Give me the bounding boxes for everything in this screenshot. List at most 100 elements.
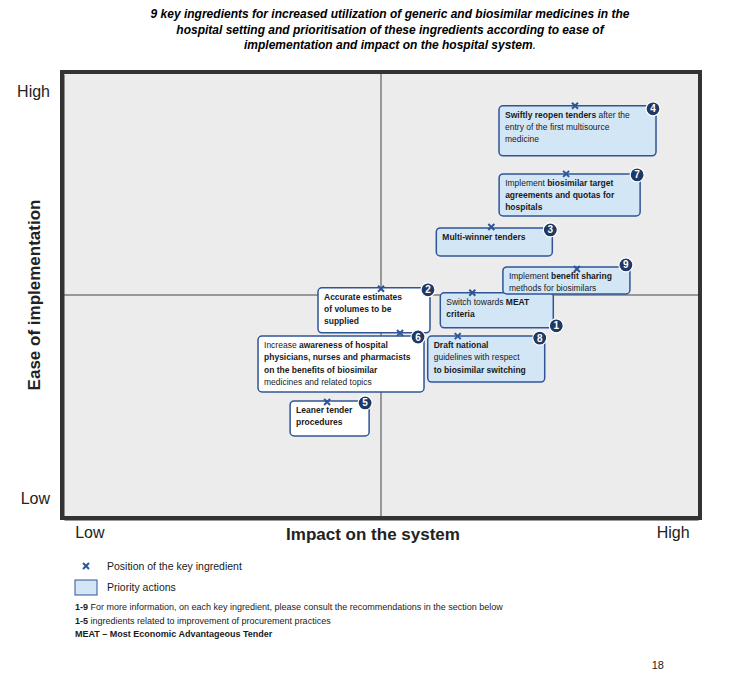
marker bbox=[572, 103, 578, 109]
label-text-part: Implement bbox=[509, 271, 551, 281]
label-text: criteria bbox=[446, 309, 475, 319]
number-label: 3 bbox=[548, 224, 554, 235]
label-text-part: Increase bbox=[264, 340, 299, 350]
number-label: 9 bbox=[623, 259, 629, 270]
plot-background bbox=[64, 74, 698, 516]
y-tick: High bbox=[17, 83, 62, 100]
y-tick: Low bbox=[21, 490, 62, 507]
label-box bbox=[436, 228, 552, 256]
label-text-part: criteria bbox=[446, 309, 475, 319]
markers bbox=[324, 103, 580, 405]
footnote: 1-9 For more information, on each key in… bbox=[75, 602, 503, 612]
label-text: Accurate estimates bbox=[324, 292, 402, 302]
label-text-part: hospitals bbox=[505, 202, 543, 212]
number-label: 8 bbox=[537, 333, 543, 344]
ingredient-box: Implement biosimilar target agreements an… bbox=[499, 168, 644, 216]
ingredient-box: Draft national guidelines with respect to … bbox=[428, 331, 547, 382]
label-text-part: Multi-winner tenders bbox=[442, 232, 525, 242]
label-text-part: biosimilar target bbox=[547, 178, 613, 188]
footnote: 1-5 ingredients related to improvement o… bbox=[75, 616, 331, 626]
legend: Position of the key ingredientPriority a… bbox=[75, 560, 242, 595]
marker bbox=[488, 224, 494, 230]
number-badge bbox=[421, 283, 435, 297]
label-text: agreements and quotas for bbox=[505, 190, 615, 200]
footnote-part: MEAT – Most Economic Advantageous Tender bbox=[75, 629, 273, 639]
label-text-part: agreements and quotas for bbox=[505, 190, 615, 200]
label-text-part: of volumes to be bbox=[324, 304, 392, 314]
legend-marker bbox=[83, 563, 89, 569]
number-badge bbox=[533, 331, 547, 345]
label-text: supplied bbox=[324, 316, 359, 326]
label-text: hospitals bbox=[505, 202, 543, 212]
legend-label: Position of the key ingredient bbox=[107, 560, 242, 572]
label-box bbox=[318, 288, 430, 333]
label-text: to biosimilar switching bbox=[434, 365, 526, 375]
label-text: Increase awareness of hospital bbox=[264, 340, 388, 350]
marker bbox=[455, 333, 461, 339]
plot-frame bbox=[62, 72, 700, 518]
label-text: Switch towards MEAT bbox=[446, 297, 530, 307]
x-tick-label: Low bbox=[75, 524, 105, 541]
page-number: 18 bbox=[652, 659, 664, 671]
label-text: Swiftly reopen tenders after the bbox=[505, 110, 630, 120]
label-text-part: awareness of hospital bbox=[299, 340, 388, 350]
label-text: Leaner tender bbox=[296, 405, 353, 415]
label-text: medicine bbox=[505, 134, 539, 144]
number-badge bbox=[358, 396, 372, 410]
number-label: 5 bbox=[362, 397, 368, 408]
label-text: methods for biosimilars bbox=[509, 283, 596, 293]
number-badge bbox=[646, 102, 660, 116]
label-text-part: Draft national bbox=[434, 340, 489, 350]
label-text-part: guidelines with respect bbox=[434, 352, 521, 362]
label-text-part: MEAT bbox=[506, 297, 530, 307]
label-text: entry of the first multisource bbox=[505, 122, 610, 132]
label-text: of volumes to be bbox=[324, 304, 392, 314]
label-text: medicines and related topics bbox=[264, 377, 372, 387]
label-text-part: Implement bbox=[505, 178, 547, 188]
marker bbox=[378, 286, 384, 292]
label-text-part: medicines and related topics bbox=[264, 377, 372, 387]
label-text: Multi-winner tenders bbox=[442, 232, 525, 242]
footnote-part: 1-9 bbox=[75, 602, 88, 612]
number-label: 4 bbox=[650, 103, 656, 114]
x-tick-label: High bbox=[657, 524, 690, 541]
marker bbox=[469, 290, 475, 296]
ingredient-box: Switch towards MEATcriteria1 bbox=[440, 293, 563, 333]
footnote: MEAT – Most Economic Advantageous Tender bbox=[75, 629, 273, 639]
y-axis-title: Ease of implementation bbox=[25, 200, 44, 391]
label-text-part: Switch towards bbox=[446, 297, 506, 307]
ingredient-box: Leaner tender procedures 5 bbox=[290, 396, 372, 436]
marker bbox=[397, 330, 403, 336]
label-text-part: Leaner tender bbox=[296, 405, 353, 415]
ingredient-box: Multi-winner tenders 3 bbox=[436, 223, 557, 256]
label-text-part: Swiftly reopen tenders bbox=[505, 110, 596, 120]
label-text-part: benefit sharing bbox=[551, 271, 612, 281]
legend-swatch bbox=[75, 580, 97, 595]
title: implementation and impact on the hospita… bbox=[244, 38, 536, 52]
label-text-part: medicine bbox=[505, 134, 539, 144]
label-text: procedures bbox=[296, 417, 343, 427]
x-axis-line bbox=[65, 517, 699, 521]
marker bbox=[563, 171, 569, 177]
label-text-part: entry of the first multisource bbox=[505, 122, 610, 132]
label-text: physicians, nurses and pharmacists bbox=[264, 352, 411, 362]
number-badge bbox=[411, 330, 425, 344]
number-label: 2 bbox=[425, 284, 431, 295]
label-text-part: procedures bbox=[296, 417, 343, 427]
label-box bbox=[499, 174, 640, 216]
x-axis-title: Impact on the system bbox=[286, 525, 460, 544]
footnote-part: ingredients related to improvement of pr… bbox=[88, 616, 331, 626]
number-label: 6 bbox=[415, 332, 421, 343]
ingredient-box: Implement benefit sharing methods for bio… bbox=[503, 258, 633, 294]
label-boxes: Switch towards MEATcriteria1Accurate est… bbox=[258, 102, 660, 436]
label-text-part: to biosimilar switching bbox=[434, 365, 526, 375]
label-box bbox=[499, 106, 656, 156]
y-axis: Low High bbox=[17, 75, 62, 517]
x-tick: Low bbox=[75, 518, 105, 541]
y-tick-label: High bbox=[17, 83, 50, 100]
label-box bbox=[290, 401, 369, 436]
number-badge bbox=[543, 223, 557, 237]
ingredient-box: Accurate estimates of volumes to be suppli… bbox=[318, 283, 435, 333]
label-text: Implement benefit sharing bbox=[509, 271, 612, 281]
title-part: . bbox=[533, 38, 536, 52]
